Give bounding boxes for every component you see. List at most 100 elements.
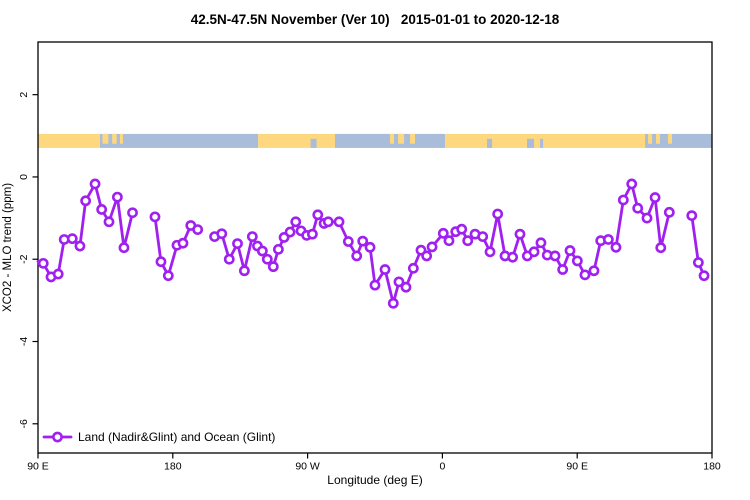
strip-land-patch — [648, 133, 653, 144]
strip-land-segment — [38, 133, 101, 148]
data-point-marker — [246, 231, 258, 242]
strip-land-patch — [112, 133, 117, 144]
data-point-marker — [261, 253, 273, 265]
data-point-marker — [127, 207, 138, 219]
data-point-marker — [588, 265, 600, 277]
data-point-marker — [256, 245, 268, 257]
y-tick-label: -4 — [18, 337, 30, 346]
data-point-marker — [322, 216, 334, 228]
data-point-marker — [369, 279, 381, 291]
data-point-marker — [632, 202, 644, 214]
x-axis-title: Longitude (deg E) — [327, 473, 422, 487]
data-point-marker — [155, 256, 167, 268]
x-tick-label: 180 — [703, 461, 721, 473]
data-point-marker — [74, 240, 86, 252]
data-series — [36, 178, 710, 309]
data-point-marker — [443, 235, 455, 247]
data-point-marker — [626, 178, 638, 190]
data-point-marker — [400, 281, 412, 293]
data-point-marker — [223, 253, 235, 265]
data-point-marker — [96, 204, 108, 215]
data-point-marker — [80, 195, 92, 207]
data-point-marker — [290, 216, 302, 228]
data-point-marker — [528, 246, 540, 258]
data-point-marker — [111, 191, 123, 203]
data-point-marker — [393, 276, 405, 288]
data-point-marker — [557, 264, 569, 275]
data-point-marker — [571, 255, 583, 267]
data-point-marker — [351, 250, 363, 262]
data-point-marker — [692, 257, 704, 268]
data-point-marker — [514, 228, 526, 240]
data-point-marker — [407, 262, 419, 274]
strip-land-patch — [102, 133, 109, 144]
data-point-marker — [232, 238, 243, 249]
data-point-marker — [267, 261, 279, 273]
strip-land-patch — [410, 133, 415, 144]
strip-ocean-patch — [310, 138, 317, 148]
legend-marker-circle — [52, 431, 63, 443]
data-point-marker — [456, 223, 468, 235]
data-point-marker — [306, 228, 318, 240]
plot-frame — [37, 41, 713, 454]
y-tick-label: 0 — [18, 174, 30, 180]
strip-ocean-patch — [540, 138, 544, 148]
strip-ocean-patch — [527, 138, 535, 148]
x-tick-label: 90 E — [566, 461, 588, 473]
x-tick-label: 90 E — [27, 461, 49, 473]
data-point-marker — [66, 233, 78, 245]
data-point-marker — [52, 268, 64, 280]
strip-land-patch — [655, 133, 661, 144]
strip-land-segment — [258, 133, 336, 148]
x-tick-label: 180 — [164, 461, 182, 473]
strip-land-patch — [398, 133, 405, 144]
data-point-marker — [272, 243, 284, 255]
chart-title: 42.5N-47.5N November (Ver 10) 2015-01-01… — [190, 12, 560, 27]
data-point-marker — [162, 270, 174, 282]
legend: Land (Nadir&Glint) and Ocean (Glint) — [42, 430, 275, 444]
data-point-marker — [507, 251, 519, 263]
data-point-marker — [177, 237, 189, 249]
data-point-marker — [216, 228, 228, 240]
data-point-marker — [655, 242, 667, 254]
data-point-marker — [238, 265, 250, 277]
data-point-marker — [535, 237, 547, 249]
data-point-marker — [387, 297, 399, 309]
data-point-marker — [477, 231, 489, 242]
y-tick-label: 2 — [18, 92, 30, 98]
data-point-marker — [89, 178, 101, 190]
data-point-marker — [564, 245, 576, 256]
strip-land-segment — [445, 133, 646, 148]
data-point-marker — [37, 257, 49, 269]
y-axis-title: XCO2 - MLO trend (ppm) — [2, 183, 14, 312]
data-point-marker — [426, 241, 438, 253]
data-point-marker — [617, 194, 629, 206]
data-point-marker — [437, 227, 449, 239]
data-point-marker — [610, 241, 622, 253]
data-point-marker — [462, 235, 474, 247]
data-point-marker — [333, 216, 345, 228]
data-point-marker — [602, 234, 614, 245]
data-point-marker — [579, 269, 591, 281]
data-point-marker — [421, 250, 433, 262]
data-point-marker — [549, 250, 561, 262]
data-point-marker — [118, 242, 130, 254]
land-ocean-strip — [38, 133, 712, 148]
legend-label: Land (Nadir&Glint) and Ocean (Glint) — [78, 430, 275, 444]
data-point-marker — [342, 236, 354, 247]
data-point-marker — [284, 226, 296, 238]
data-point-marker — [484, 246, 496, 258]
data-point-marker — [686, 210, 698, 222]
data-point-marker — [312, 209, 324, 221]
strip-ocean-segment — [645, 133, 712, 148]
data-point-marker — [698, 270, 710, 282]
data-point-marker — [641, 212, 653, 224]
data-point-marker — [379, 264, 391, 275]
strip-land-patch — [667, 133, 673, 144]
data-point-marker — [192, 224, 204, 236]
y-tick-label: -6 — [18, 419, 30, 428]
x-tick-label: 90 W — [295, 461, 320, 473]
strip-ocean-patch — [487, 138, 493, 148]
